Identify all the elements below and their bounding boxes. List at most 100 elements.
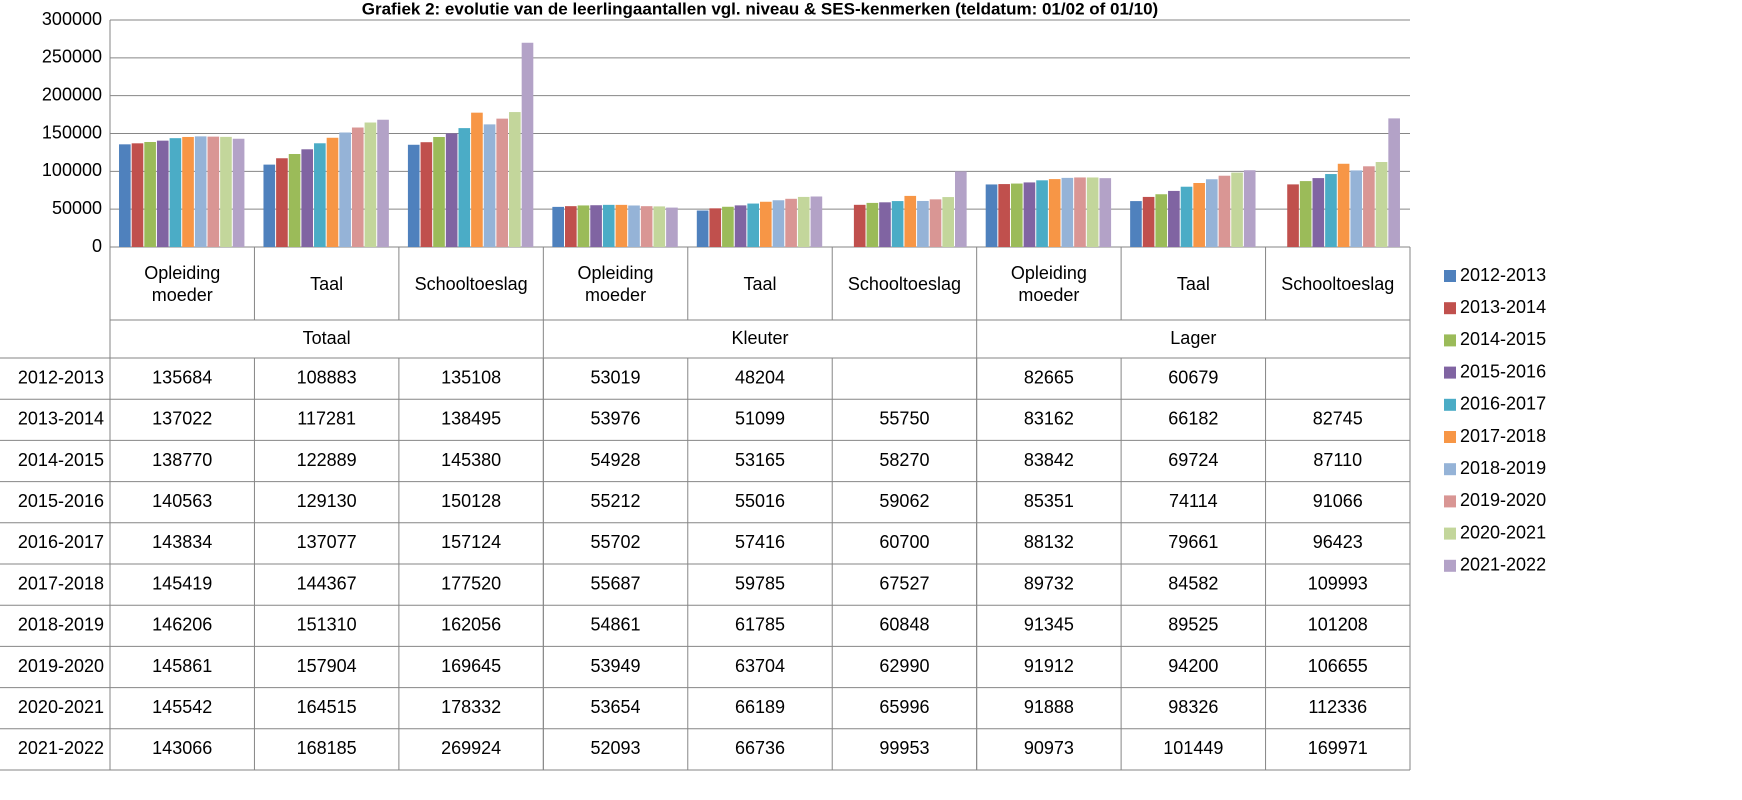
table-cell: 51099 bbox=[735, 409, 785, 429]
table-cell: 60679 bbox=[1168, 367, 1218, 387]
bar bbox=[1299, 181, 1312, 247]
table-cell: 84582 bbox=[1168, 573, 1218, 593]
table-cell: 109993 bbox=[1308, 573, 1368, 593]
legend-label: 2012-2013 bbox=[1460, 265, 1546, 285]
table-cell: 164515 bbox=[297, 697, 357, 717]
table-cell: 53654 bbox=[591, 697, 641, 717]
bar bbox=[351, 127, 364, 247]
bar bbox=[496, 118, 509, 247]
table-cell: 168185 bbox=[297, 738, 357, 758]
table-cell: 91066 bbox=[1313, 491, 1363, 511]
x-tick-label: Taal bbox=[310, 273, 344, 294]
table-cell: 91912 bbox=[1024, 656, 1074, 676]
table-cell: 108883 bbox=[297, 367, 357, 387]
table-cell: 66736 bbox=[735, 738, 785, 758]
y-tick-label: 300000 bbox=[42, 9, 102, 29]
table-cell: 63704 bbox=[735, 656, 785, 676]
bar bbox=[119, 144, 131, 247]
bar bbox=[760, 201, 772, 247]
bar bbox=[1218, 175, 1231, 247]
bar bbox=[364, 122, 377, 247]
legend-label: 2020-2021 bbox=[1460, 522, 1546, 542]
bar bbox=[433, 136, 445, 247]
x-tick-label: Schooltoeslag bbox=[847, 273, 961, 294]
bar bbox=[653, 206, 666, 247]
table-cell: 55212 bbox=[591, 491, 641, 511]
table-cell: 52093 bbox=[591, 738, 641, 758]
table-cell: 82745 bbox=[1313, 409, 1363, 429]
x-tick-label: Taal bbox=[1176, 273, 1210, 294]
table-cell: 82665 bbox=[1024, 367, 1074, 387]
bar bbox=[1086, 177, 1099, 247]
legend-label: 2018-2019 bbox=[1460, 458, 1546, 478]
bar bbox=[1036, 180, 1048, 247]
table-cell: 157904 bbox=[297, 656, 357, 676]
bar bbox=[1325, 174, 1337, 247]
row-label: 2017-2018 bbox=[18, 573, 104, 593]
legend-swatch bbox=[1444, 270, 1456, 282]
row-label: 2020-2021 bbox=[18, 697, 104, 717]
y-tick-label: 100000 bbox=[42, 160, 102, 180]
table-cell: 57416 bbox=[735, 532, 785, 552]
y-tick-label: 250000 bbox=[42, 47, 102, 67]
bar bbox=[276, 158, 288, 247]
bar bbox=[628, 205, 640, 247]
bar bbox=[666, 207, 678, 247]
bar bbox=[207, 136, 220, 247]
legend-swatch bbox=[1444, 398, 1456, 411]
table-cell: 53976 bbox=[591, 409, 641, 429]
table-cell: 55687 bbox=[591, 573, 641, 593]
table-cell: 58270 bbox=[879, 450, 929, 470]
table-cell: 94200 bbox=[1168, 656, 1218, 676]
bar bbox=[879, 202, 891, 247]
table-cell: 83842 bbox=[1024, 450, 1074, 470]
table-cell: 143834 bbox=[152, 532, 212, 552]
bar bbox=[1243, 170, 1256, 247]
bar bbox=[696, 210, 709, 247]
y-tick-label: 50000 bbox=[52, 198, 102, 218]
table-cell: 55016 bbox=[735, 491, 785, 511]
bar bbox=[1312, 178, 1325, 247]
bar bbox=[1168, 190, 1180, 247]
bar bbox=[314, 143, 326, 247]
table-cell: 61785 bbox=[735, 615, 785, 635]
bar bbox=[288, 154, 301, 247]
table-cell: 69724 bbox=[1168, 450, 1218, 470]
table-cell: 143066 bbox=[152, 738, 212, 758]
bar bbox=[339, 132, 351, 247]
bar bbox=[747, 203, 759, 247]
bar bbox=[1231, 172, 1243, 247]
x-tick-label: Opleiding moeder bbox=[1010, 262, 1087, 305]
bar bbox=[772, 200, 785, 247]
table-cell: 150128 bbox=[441, 491, 501, 511]
table-cell: 169971 bbox=[1308, 738, 1368, 758]
legend-swatch bbox=[1444, 527, 1456, 540]
x-tick-label: Opleiding moeder bbox=[577, 262, 654, 305]
table-cell: 101449 bbox=[1163, 738, 1223, 758]
table-cell: 96423 bbox=[1313, 532, 1363, 552]
legend-swatch bbox=[1444, 334, 1456, 347]
bar bbox=[1193, 182, 1205, 247]
legend-label: 2014-2015 bbox=[1460, 329, 1546, 349]
table-cell: 55702 bbox=[591, 532, 641, 552]
table-cell: 117281 bbox=[297, 409, 356, 429]
legend-label: 2021-2022 bbox=[1460, 555, 1546, 575]
bar bbox=[169, 138, 182, 247]
row-label: 2013-2014 bbox=[18, 409, 104, 429]
bar bbox=[1010, 183, 1023, 247]
bar bbox=[301, 149, 314, 247]
bar bbox=[985, 184, 998, 247]
table-cell: 145419 bbox=[152, 573, 212, 593]
bar bbox=[709, 208, 722, 247]
bar bbox=[131, 143, 144, 247]
bar bbox=[929, 199, 942, 247]
bar bbox=[1180, 186, 1193, 247]
row-label: 2012-2013 bbox=[18, 367, 104, 387]
bar bbox=[1205, 179, 1218, 247]
bar bbox=[1023, 182, 1036, 247]
table-cell: 60700 bbox=[879, 532, 929, 552]
table-cell: 99953 bbox=[879, 738, 929, 758]
bar bbox=[866, 202, 879, 247]
